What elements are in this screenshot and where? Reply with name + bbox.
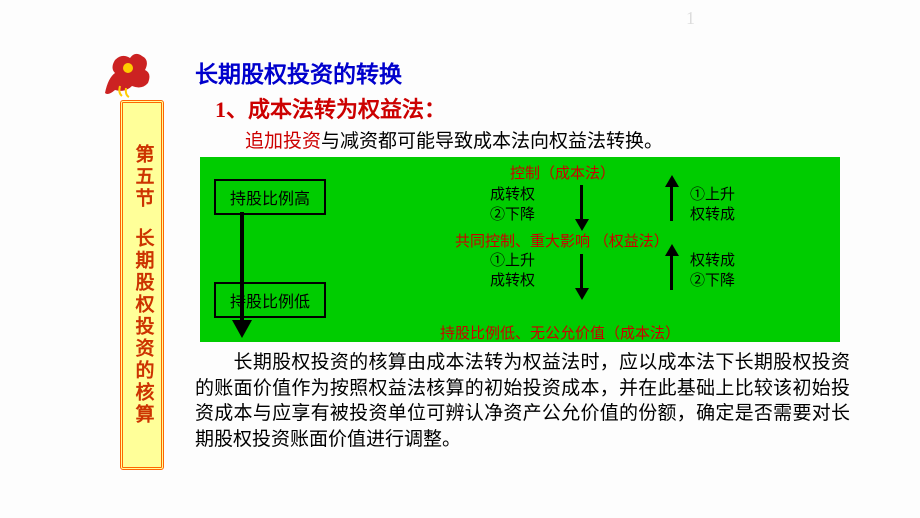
level2-label: 共同控制、重大影响 （权益法） [455, 230, 669, 251]
ornament-icon [100, 48, 160, 98]
r4c2: ②下降 [690, 269, 735, 290]
intro-text: 追加投资与减资都可能导致成本法向权益法转换。 [245, 126, 860, 153]
big-down-arrow [240, 212, 252, 338]
box-high-ratio: 持股比例高 [214, 179, 326, 215]
section-sidebar: 第五节 长期股权投资的核算 [120, 100, 164, 470]
r4c1: 成转权 [490, 269, 535, 290]
r2c2: 权转成 [690, 203, 735, 224]
level1-label: 控制（成本法） [510, 162, 615, 183]
arrow-4 [670, 254, 673, 290]
r2c1: ②下降 [490, 203, 535, 224]
main-content: 长期股权投资的转换 1、成本法转为权益法： 追加投资与减资都可能导致成本法向权益… [195, 55, 860, 453]
r1c1: 成转权 [490, 183, 535, 204]
page-number: 1 [686, 8, 695, 29]
r3c1: ①上升 [490, 249, 535, 270]
box-low-ratio: 持股比例低 [214, 282, 326, 318]
main-heading: 长期股权投资的转换 [195, 55, 860, 89]
sub-heading: 1、成本法转为权益法： [215, 92, 860, 124]
sidebar-title: 长期股权投资的核算 [132, 228, 153, 426]
conversion-diagram: 持股比例高 持股比例低 控制（成本法） 共同控制、重大影响 （权益法） 持股比例… [200, 157, 840, 342]
arrow-1 [580, 185, 583, 221]
r3c2: 权转成 [690, 249, 735, 270]
body-paragraph: 长期股权投资的核算由成本法转为权益法时，应以成本法下长期股权投资的账面价值作为按… [195, 350, 850, 453]
intro-red: 追加投资 [245, 131, 321, 152]
r1c2: ①上升 [690, 183, 735, 204]
arrow-2 [670, 185, 673, 221]
arrow-3 [580, 254, 583, 290]
intro-rest: 与减资都可能导致成本法向权益法转换。 [321, 131, 663, 152]
level3-label: 持股比例低、无公允价值（成本法） [440, 322, 680, 343]
sidebar-section: 第五节 [132, 144, 153, 210]
